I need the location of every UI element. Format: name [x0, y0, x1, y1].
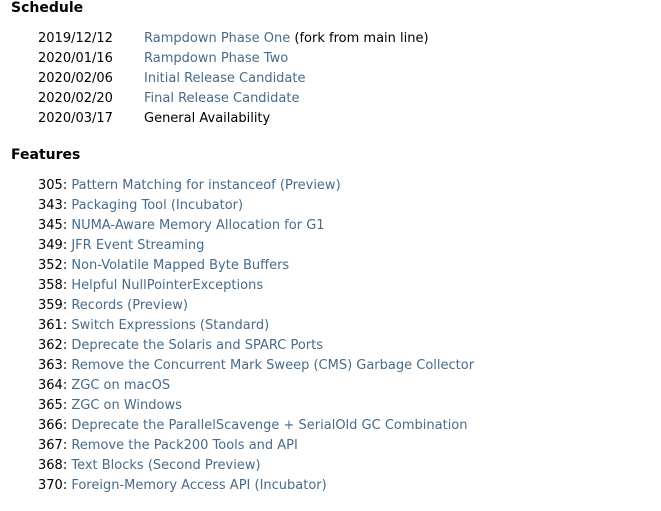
- schedule-date: 2019/12/12: [38, 31, 113, 46]
- feature-link[interactable]: Switch Expressions (Standard): [71, 318, 270, 333]
- feature-link[interactable]: Non-Volatile Mapped Byte Buffers: [71, 258, 290, 273]
- feature-number: 362: [38, 338, 63, 353]
- feature-item: 367: Remove the Pack200 Tools and API: [38, 436, 474, 456]
- feature-number: 364: [38, 378, 63, 393]
- features-list: 305: Pattern Matching for instanceof (Pr…: [38, 176, 474, 496]
- feature-number: 367: [38, 438, 63, 453]
- feature-number: 359: [38, 298, 63, 313]
- schedule-row: 2020/03/17 General Availability: [38, 109, 429, 129]
- milestone-note: (fork from main line): [294, 31, 429, 46]
- feature-item: 361: Switch Expressions (Standard): [38, 316, 474, 336]
- milestone-link-rampdown-phase-one[interactable]: Rampdown Phase One: [144, 31, 291, 46]
- feature-item: 368: Text Blocks (Second Preview): [38, 456, 474, 476]
- schedule-date: 2020/01/16: [38, 51, 113, 66]
- feature-item: 362: Deprecate the Solaris and SPARC Por…: [38, 336, 474, 356]
- feature-separator: :: [62, 198, 72, 213]
- schedule-date: 2020/03/17: [38, 111, 113, 126]
- feature-separator: :: [62, 418, 72, 433]
- feature-number: 368: [38, 458, 63, 473]
- feature-link[interactable]: ZGC on macOS: [71, 378, 171, 393]
- feature-separator: :: [62, 318, 72, 333]
- feature-item: 364: ZGC on macOS: [38, 376, 474, 396]
- feature-item: 365: ZGC on Windows: [38, 396, 474, 416]
- milestone-link-rampdown-phase-two[interactable]: Rampdown Phase Two: [144, 51, 289, 66]
- feature-separator: :: [62, 258, 72, 273]
- feature-separator: :: [62, 238, 72, 253]
- feature-number: 358: [38, 278, 63, 293]
- feature-separator: :: [62, 398, 72, 413]
- feature-separator: :: [62, 378, 72, 393]
- features-heading: Features: [11, 147, 81, 163]
- feature-separator: :: [62, 438, 72, 453]
- feature-number: 361: [38, 318, 63, 333]
- milestone-link-final-release-candidate[interactable]: Final Release Candidate: [144, 91, 300, 106]
- feature-separator: :: [62, 358, 72, 373]
- milestone-general-availability: General Availability: [144, 111, 271, 126]
- feature-link[interactable]: Helpful NullPointerExceptions: [71, 278, 264, 293]
- feature-number: 349: [38, 238, 63, 253]
- feature-item: 349: JFR Event Streaming: [38, 236, 474, 256]
- feature-number: 345: [38, 218, 63, 233]
- feature-item: 345: NUMA-Aware Memory Allocation for G1: [38, 216, 474, 236]
- feature-number: 366: [38, 418, 63, 433]
- feature-item: 305: Pattern Matching for instanceof (Pr…: [38, 176, 474, 196]
- feature-link[interactable]: JFR Event Streaming: [71, 238, 205, 253]
- feature-item: 363: Remove the Concurrent Mark Sweep (C…: [38, 356, 474, 376]
- feature-item: 359: Records (Preview): [38, 296, 474, 316]
- schedule-table: 2019/12/12 Rampdown Phase One (fork from …: [38, 29, 429, 129]
- schedule-row: 2020/01/16 Rampdown Phase Two: [38, 49, 429, 69]
- feature-link[interactable]: Text Blocks (Second Preview): [71, 458, 261, 473]
- feature-item: 358: Helpful NullPointerExceptions: [38, 276, 474, 296]
- feature-link[interactable]: Deprecate the Solaris and SPARC Ports: [71, 338, 323, 353]
- schedule-date: 2020/02/06: [38, 71, 113, 86]
- feature-link[interactable]: Packaging Tool (Incubator): [71, 198, 244, 213]
- feature-link[interactable]: Records (Preview): [71, 298, 188, 313]
- feature-link[interactable]: NUMA-Aware Memory Allocation for G1: [71, 218, 325, 233]
- feature-number: 363: [38, 358, 63, 373]
- feature-number: 352: [38, 258, 63, 273]
- feature-link[interactable]: Deprecate the ParallelScavenge + SerialO…: [71, 418, 468, 433]
- feature-link[interactable]: Pattern Matching for instanceof (Preview…: [71, 178, 341, 193]
- schedule-row: 2019/12/12 Rampdown Phase One (fork from …: [38, 29, 429, 49]
- feature-separator: :: [62, 458, 72, 473]
- feature-link[interactable]: Remove the Pack200 Tools and API: [71, 438, 298, 453]
- feature-number: 365: [38, 398, 63, 413]
- feature-separator: :: [62, 478, 72, 493]
- feature-separator: :: [62, 278, 72, 293]
- feature-link[interactable]: Foreign-Memory Access API (Incubator): [71, 478, 327, 493]
- milestone-link-initial-release-candidate[interactable]: Initial Release Candidate: [144, 71, 306, 86]
- feature-number: 305: [38, 178, 63, 193]
- feature-item: 343: Packaging Tool (Incubator): [38, 196, 474, 216]
- schedule-row: 2020/02/20 Final Release Candidate: [38, 89, 429, 109]
- feature-item: 370: Foreign-Memory Access API (Incubato…: [38, 476, 474, 496]
- feature-link[interactable]: ZGC on Windows: [71, 398, 182, 413]
- schedule-heading: Schedule: [11, 0, 84, 16]
- feature-separator: :: [62, 338, 72, 353]
- feature-separator: :: [62, 218, 72, 233]
- feature-item: 352: Non-Volatile Mapped Byte Buffers: [38, 256, 474, 276]
- feature-item: 366: Deprecate the ParallelScavenge + Se…: [38, 416, 474, 436]
- schedule-date: 2020/02/20: [38, 91, 113, 106]
- feature-link[interactable]: Remove the Concurrent Mark Sweep (CMS) G…: [71, 358, 475, 373]
- schedule-row: 2020/02/06 Initial Release Candidate: [38, 69, 429, 89]
- feature-number: 370: [38, 478, 63, 493]
- feature-number: 343: [38, 198, 63, 213]
- feature-separator: :: [62, 298, 72, 313]
- feature-separator: :: [62, 178, 72, 193]
